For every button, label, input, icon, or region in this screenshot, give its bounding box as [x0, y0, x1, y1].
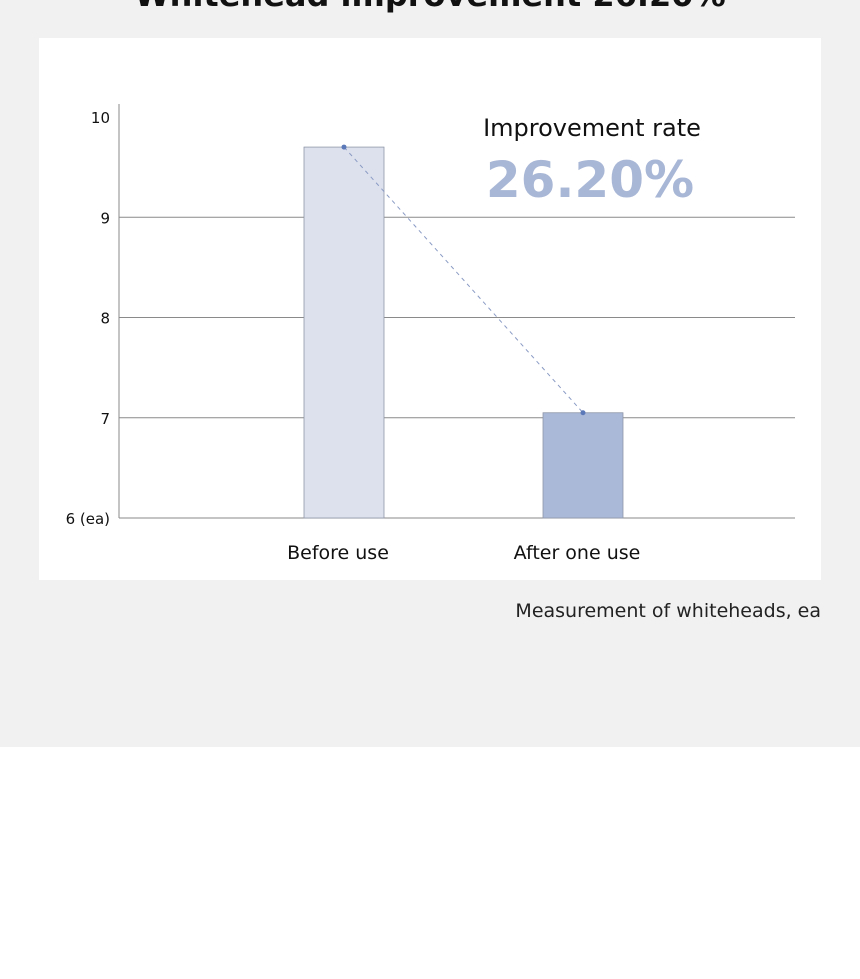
bar-top-marker — [580, 410, 586, 416]
bar-after-one-use — [542, 412, 624, 519]
x-tick-label: After one use — [514, 542, 641, 564]
page-title: Whitehead improvement 26.20% — [0, 0, 860, 14]
bar-layer — [303, 146, 624, 519]
tick-layer: 6 (ea) 7 8 9 10 — [66, 109, 110, 528]
bar-top-marker — [341, 144, 347, 150]
improvement-rate-label: Improvement rate — [483, 114, 701, 142]
y-tick-label: 7 — [100, 410, 110, 428]
x-tick-label: Before use — [287, 542, 389, 564]
grid-layer — [118, 104, 795, 519]
bar-before-use — [303, 146, 385, 519]
y-tick-label: 10 — [91, 109, 110, 127]
y-tick-label: 8 — [100, 310, 110, 328]
chart-caption: Measurement of whiteheads, ea — [515, 600, 821, 622]
connector-layer — [341, 144, 586, 416]
bar-chart: 6 (ea) 7 8 9 10 Before use After one use Impr… — [66, 104, 795, 564]
connector-line — [343, 146, 584, 414]
y-tick-label: 9 — [100, 209, 110, 227]
y-tick-label: 6 (ea) — [66, 510, 110, 528]
chart-card — [39, 38, 821, 580]
content-panel: Whitehead improvement 26.20% 6 (ea) 7 8 9 10… — [0, 0, 860, 747]
category-layer: Before use After one use — [287, 542, 640, 564]
improvement-rate-value: 26.20% — [486, 151, 694, 209]
